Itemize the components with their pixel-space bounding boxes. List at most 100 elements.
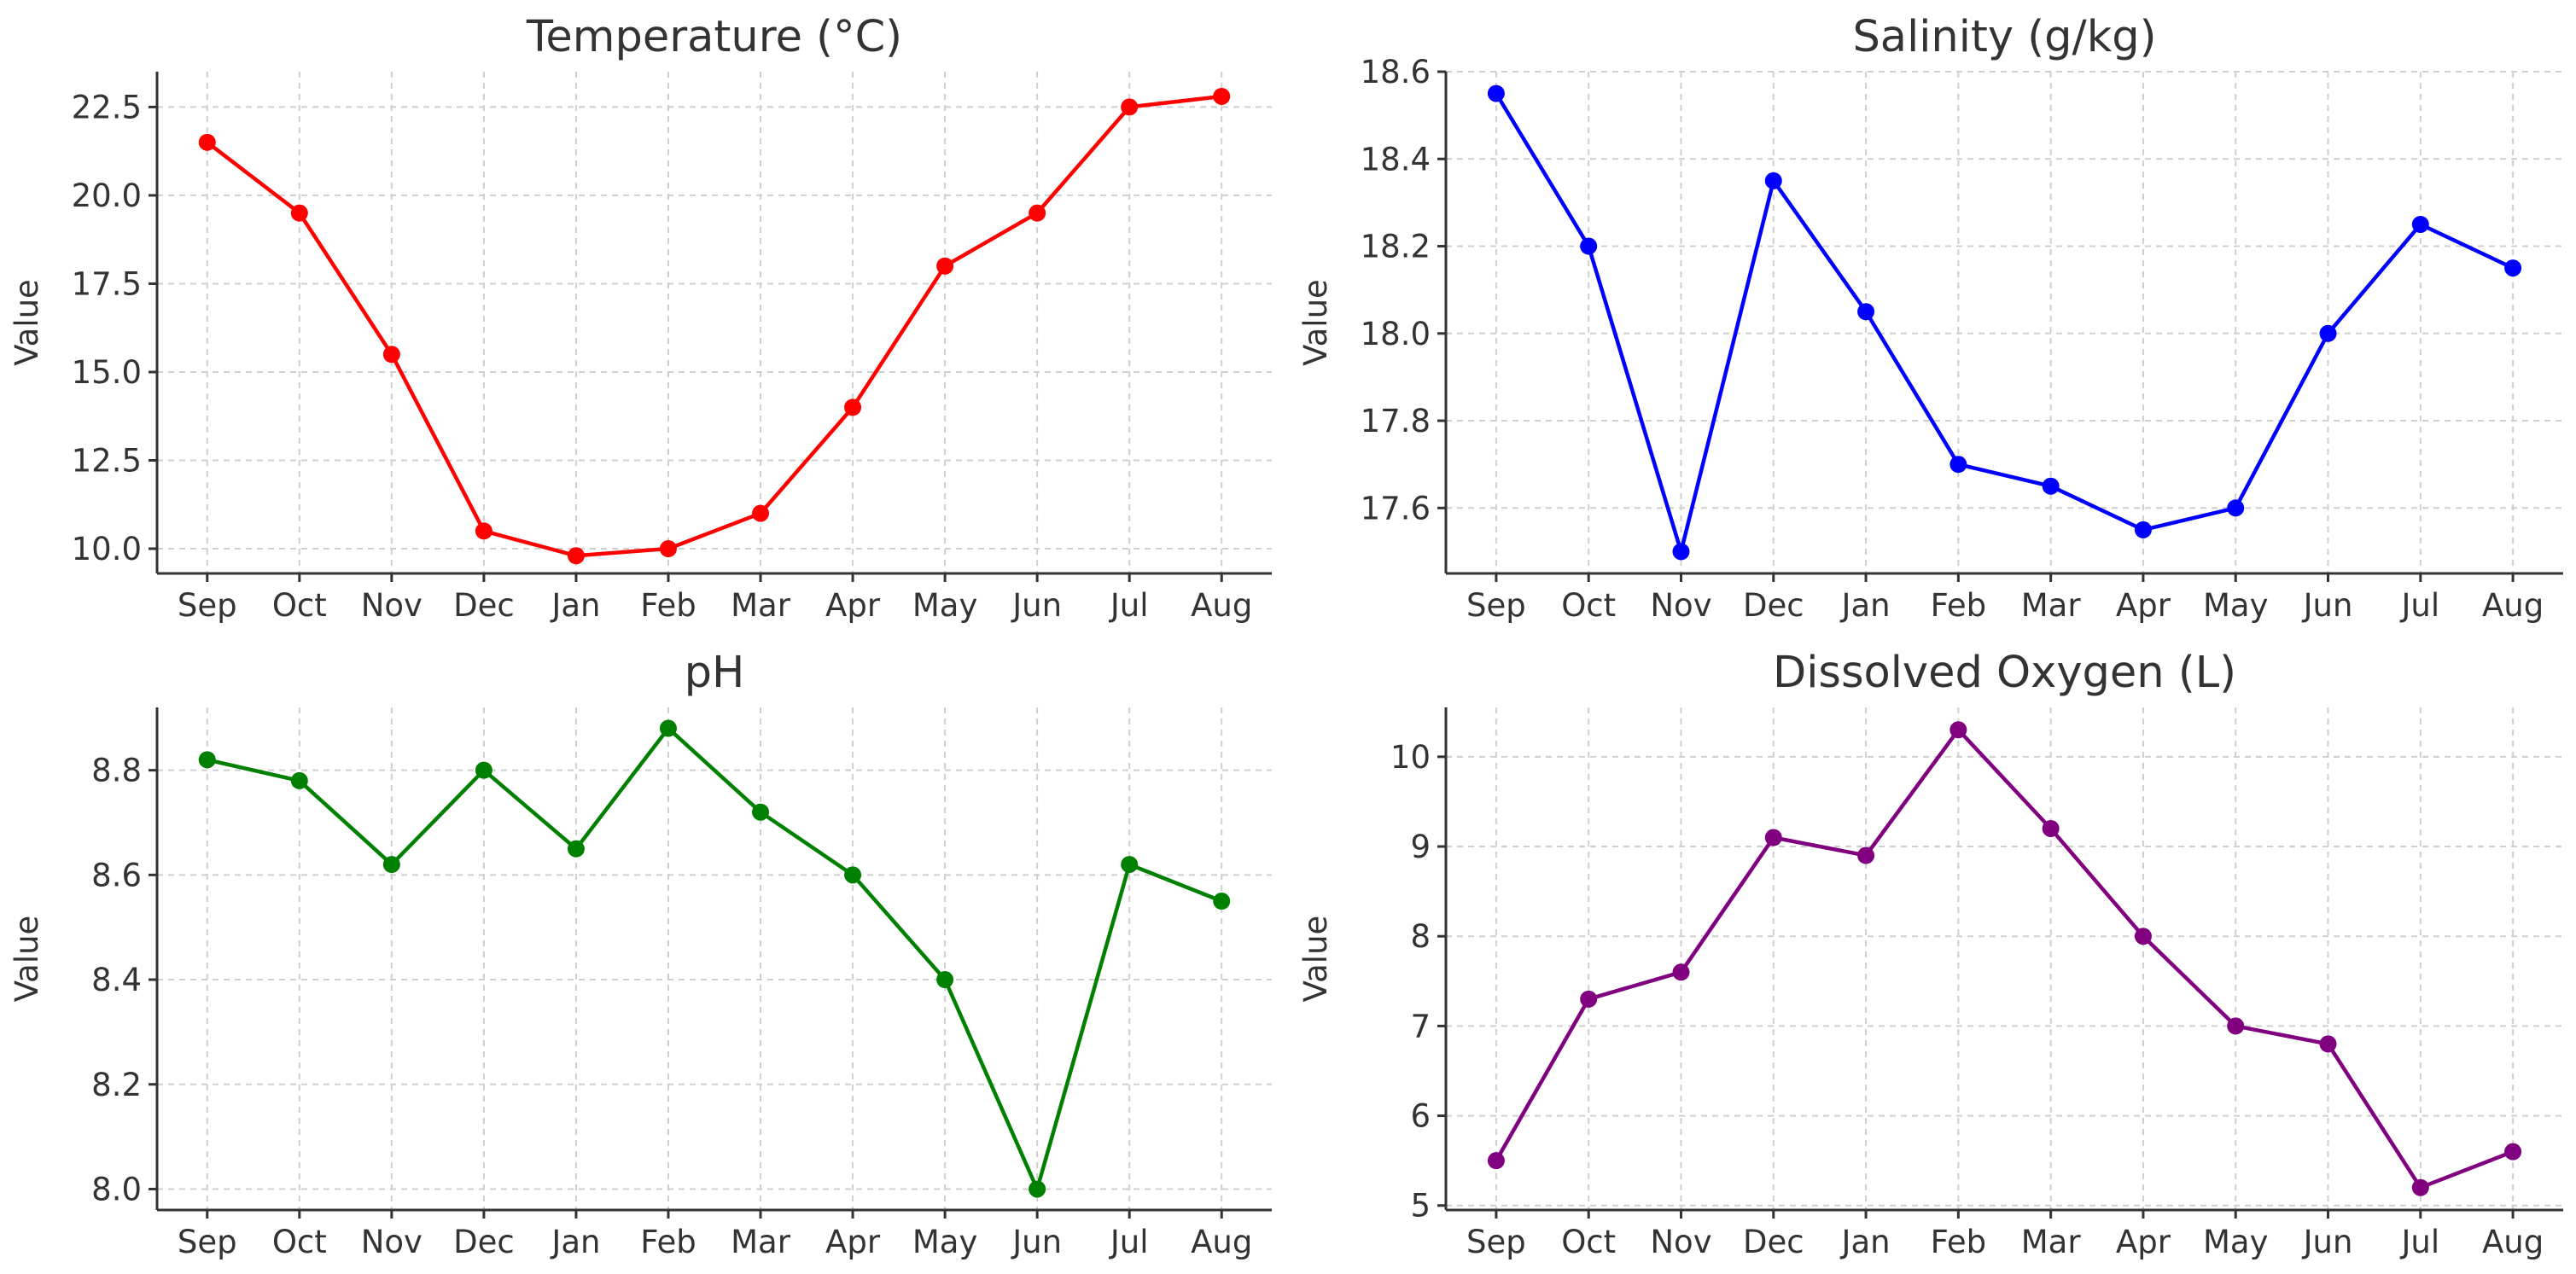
y-tick-label: 18.4 (1361, 141, 1431, 177)
x-tick-label: Jan (550, 587, 600, 624)
data-point (1580, 237, 1598, 255)
x-tick-label: Sep (178, 1224, 237, 1260)
data-point (1949, 721, 1967, 739)
x-tick-label: Apr (2116, 1224, 2171, 1260)
data-point (2319, 1035, 2337, 1053)
series-line (1494, 728, 2514, 1190)
x-tick-label: Aug (1191, 1224, 1252, 1260)
data-point (1213, 87, 1231, 105)
x-tick-label: Sep (1466, 587, 1526, 624)
data-point (2411, 1178, 2429, 1196)
series-line (206, 94, 1222, 558)
data-point (2319, 324, 2337, 342)
series-line (207, 726, 1223, 1191)
y-axis-label: Value (1297, 279, 1334, 366)
chart-panel-1: Temperature (°C) Value Sep Oct Nov Dec Jan Feb M… (9, 12, 1272, 624)
chart-panel-2: Salinity (g/kg) Value Sep Oct Nov Dec Jan Feb Ma… (1297, 12, 2563, 624)
data-point (659, 719, 677, 737)
x-tick-label: Oct (272, 587, 327, 624)
chart-title: pH (685, 648, 745, 698)
data-point (936, 971, 954, 989)
x-tick-label: Sep (178, 587, 237, 624)
data-point (382, 346, 400, 364)
data-point (1857, 846, 1875, 864)
x-tick-label: Feb (640, 1224, 696, 1260)
x-tick-label: Jun (2302, 587, 2353, 624)
x-tick-label: Dec (1743, 1224, 1804, 1260)
data-point (1029, 204, 1046, 222)
data-point (1487, 84, 1505, 102)
data-point (844, 398, 862, 416)
data-point (1121, 98, 1139, 116)
chart-title: Salinity (g/kg) (1852, 12, 2156, 62)
y-tick-label: 12.5 (72, 442, 142, 479)
data-point (198, 751, 216, 769)
data-point (1764, 172, 1782, 189)
y-axis-label: Value (9, 916, 45, 1003)
data-point (2411, 215, 2429, 233)
x-tick-label: May (912, 1224, 978, 1260)
x-tick-label: May (912, 587, 978, 624)
chart-panel-4: Dissolved Oxygen (L) Value Sep Oct Nov Dec Jan… (1297, 648, 2563, 1260)
data-point (2227, 1017, 2245, 1035)
y-tick-label: 8.2 (91, 1067, 142, 1103)
x-tick-label: Mar (2021, 1224, 2082, 1260)
x-tick-label: Apr (2116, 587, 2171, 624)
chart-title: Temperature (°C) (526, 12, 902, 62)
data-point (659, 540, 677, 558)
x-tick-label: Jul (1109, 1224, 1149, 1260)
y-axis-label: Value (9, 279, 45, 366)
x-tick-label: Jan (1840, 1224, 1891, 1260)
x-tick-label: Feb (1931, 587, 1987, 624)
y-tick-label: 18.6 (1361, 54, 1431, 90)
y-tick-label: 10.0 (72, 531, 142, 567)
data-point (2504, 259, 2522, 277)
x-tick-label: Aug (1191, 587, 1252, 624)
x-tick-label: Dec (453, 587, 515, 624)
x-tick-label: Oct (1561, 1224, 1616, 1260)
y-tick-label: 18.0 (1361, 316, 1431, 352)
x-tick-label: Mar (731, 587, 791, 624)
x-tick-label: Jun (1011, 587, 1062, 624)
data-point (1121, 856, 1139, 874)
data-point (1487, 1152, 1505, 1170)
y-axis-label: Value (1297, 916, 1334, 1003)
series-line (1494, 92, 2515, 554)
data-point (2504, 1143, 2522, 1161)
x-tick-label: Feb (1931, 1224, 1987, 1260)
y-tick-label: 17.8 (1361, 403, 1431, 439)
x-tick-label: Jun (2302, 1224, 2353, 1260)
x-tick-label: Jan (1840, 587, 1891, 624)
y-tick-label: 18.2 (1361, 229, 1431, 265)
chart-title: Dissolved Oxygen (L) (1773, 648, 2236, 698)
data-point (567, 840, 585, 858)
x-tick-label: Nov (1650, 587, 1711, 624)
x-tick-label: Nov (1650, 1224, 1711, 1260)
y-tick-label: 8.4 (91, 962, 142, 998)
x-tick-label: Dec (453, 1224, 515, 1260)
data-point (1672, 963, 1690, 981)
chart-panel-3: pH Value Sep Oct Nov Dec Jan Feb Mar Apr May Jun Jul… (9, 648, 1272, 1260)
x-tick-label: Oct (272, 1224, 327, 1260)
y-tick-label: 6 (1410, 1098, 1431, 1135)
data-point (1857, 303, 1875, 321)
x-tick-label: Sep (1466, 1224, 1526, 1260)
x-tick-label: May (2203, 587, 2269, 624)
data-point (567, 547, 585, 565)
y-tick-label: 22.5 (72, 89, 142, 125)
y-tick-label: 5 (1410, 1188, 1431, 1225)
y-tick-label: 17.5 (72, 265, 142, 302)
x-tick-label: Jun (1011, 1224, 1062, 1260)
data-point (290, 204, 308, 222)
x-tick-label: Jan (550, 1224, 600, 1260)
x-tick-label: Mar (2021, 587, 2082, 624)
x-tick-label: Oct (1561, 587, 1616, 624)
x-tick-label: Jul (1109, 587, 1149, 624)
x-tick-label: Mar (731, 1224, 791, 1260)
data-point (475, 761, 492, 779)
data-point (382, 856, 400, 874)
x-tick-label: Feb (640, 587, 696, 624)
data-point (475, 522, 492, 540)
data-point (1213, 893, 1231, 910)
